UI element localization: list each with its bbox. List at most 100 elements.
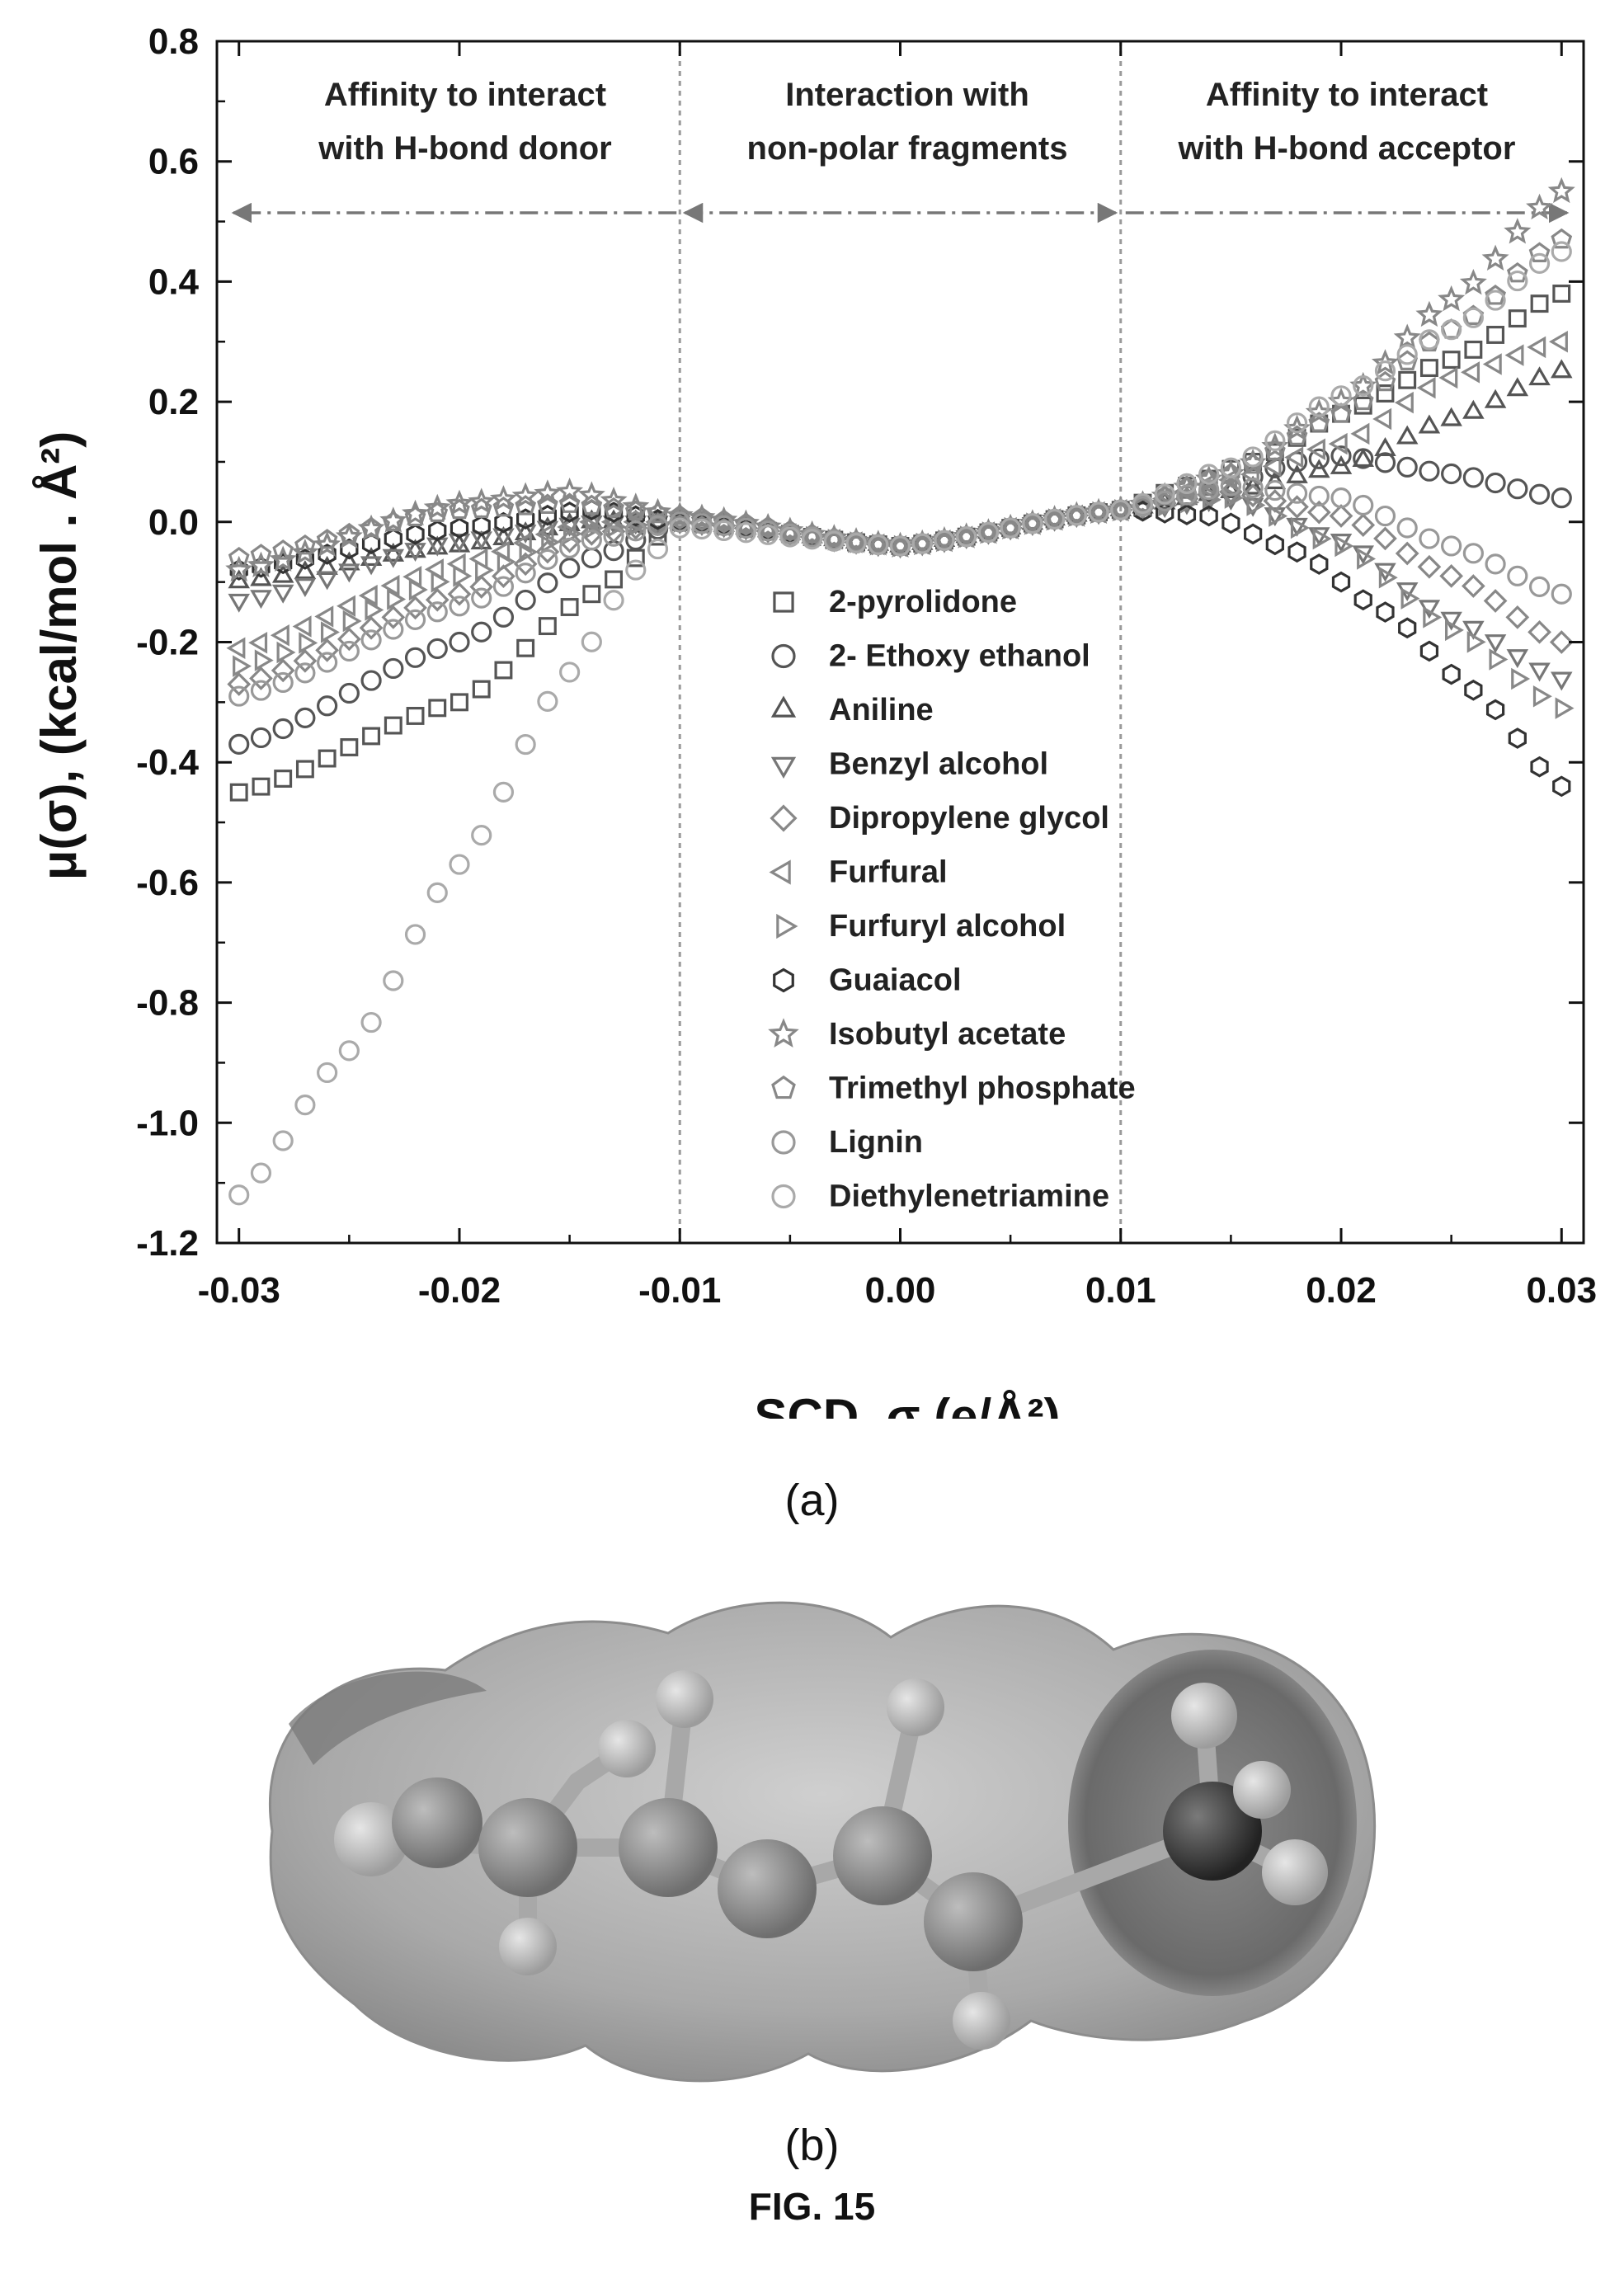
data-point [1485,285,1506,305]
data-point [1507,565,1528,586]
data-point [383,970,404,991]
molecule-surface-image [269,1601,1377,2083]
data-point [340,538,359,560]
legend-item: Trimethyl phosphate [771,1071,1136,1106]
data-point [537,572,558,594]
data-point [492,576,515,597]
x-axis-title: SCD, σ (e/Å²) [754,1389,1060,1419]
data-point [342,610,362,633]
data-point [1393,323,1421,350]
data-point [1419,640,1439,662]
data-point [1312,527,1332,550]
data-point [1222,512,1240,534]
data-point [1484,388,1507,408]
data-point [1329,504,1353,528]
legend-item: Isobutyl acetate [768,1017,1066,1052]
data-point [360,670,382,691]
data-point [316,571,338,591]
data-point [449,498,470,520]
data-point [1419,331,1440,352]
data-point [1505,605,1530,629]
data-point [1156,502,1174,524]
data-point [317,652,338,673]
y-tick-label: -0.6 [136,863,199,903]
data-point [581,631,602,652]
data-point [1246,494,1266,516]
data-point [1374,505,1396,527]
data-point [1308,485,1330,507]
data-point [1482,353,1502,375]
data-point [1043,508,1066,530]
data-point [468,487,496,514]
legend-marker [776,913,798,939]
data-point [489,485,517,511]
data-point [404,924,426,945]
data-point [1462,543,1484,564]
data-point [624,500,647,520]
data-point [494,661,513,680]
data-point [515,589,536,611]
data-point [469,575,494,599]
data-point [272,539,294,560]
y-tick-label: 0.4 [148,261,200,302]
data-point [404,539,426,558]
data-point [1376,384,1395,403]
data-point [513,552,538,577]
legend-label: Diethylenetriamine [829,1179,1109,1214]
data-point [360,1011,382,1033]
data-point [1527,336,1546,359]
data-point [450,517,469,539]
legend-item: Diethylenetriamine [771,1179,1109,1214]
data-point [1530,294,1549,313]
data-point [380,574,400,597]
data-point [1376,601,1395,623]
data-point [1504,218,1532,244]
data-point [271,658,295,683]
data-point [252,777,271,796]
figure-number: FIG. 15 [748,2185,876,2228]
data-point [272,671,294,694]
data-point [1506,377,1529,397]
data-point [426,601,448,623]
data-point [1528,483,1551,505]
data-point [272,1130,294,1151]
data-point [497,550,516,573]
data-point [1485,553,1506,575]
data-point [538,617,557,636]
data-point [1398,370,1417,389]
data-point [559,537,581,558]
data-point [387,588,407,610]
data-point [1419,329,1440,351]
data-point [911,533,933,554]
data-point [248,632,268,654]
data-point [404,506,426,527]
data-point [453,565,473,587]
data-point [1000,517,1021,539]
data-point [625,520,647,542]
data-point [1551,228,1573,249]
data-point [294,560,317,580]
data-point [1486,326,1505,344]
legend-item: Lignin [771,1125,923,1160]
data-point [1395,541,1419,566]
data-point [713,509,735,530]
data-point [447,581,472,606]
data-point [250,544,272,564]
data-point [600,486,628,513]
data-point [403,596,427,620]
region-label-acceptor-line1: Affinity to interact [1206,77,1488,113]
data-point [537,690,558,712]
data-point [426,501,449,522]
data-point [449,631,470,653]
x-tick-label: 0.01 [1085,1270,1156,1311]
data-point [1442,663,1461,685]
data-point [977,521,1000,544]
data-point [625,559,647,581]
data-point [471,825,492,846]
data-point [1549,630,1574,654]
mu-sigma-chart: -0.03 -0.02 -0.01 0.00 0.01 0.02 0.03 0.8 0.6 0.4… [31,21,1597,1419]
data-point [1264,430,1286,451]
data-point [1374,452,1396,473]
data-point [402,499,430,526]
data-point [581,530,602,551]
